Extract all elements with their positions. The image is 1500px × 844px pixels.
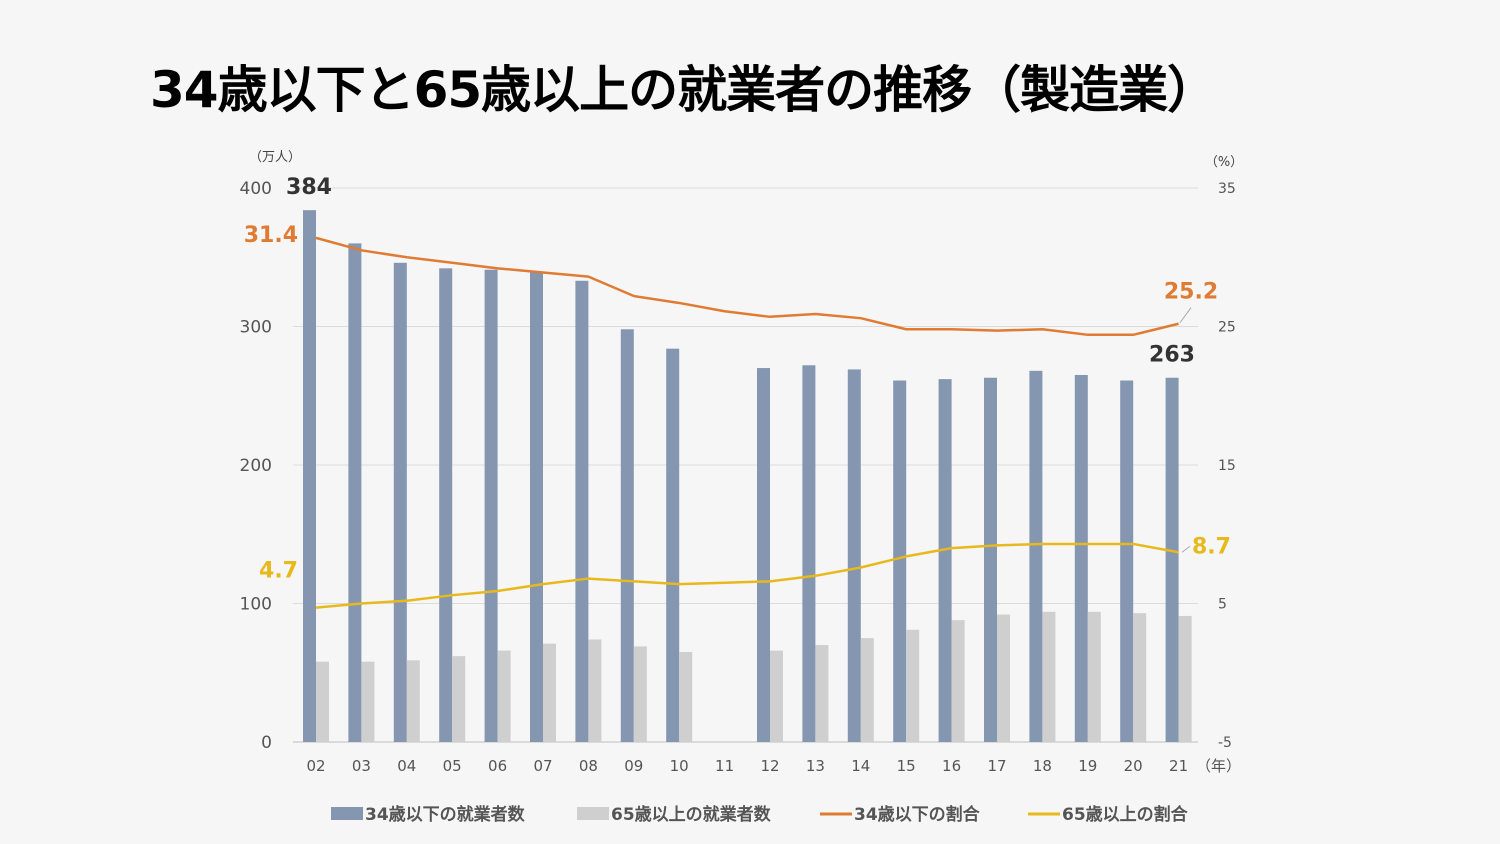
legend-label: 34歳以下の就業者数 [365, 804, 526, 825]
leader-line [1179, 307, 1192, 324]
bar-under34 [1029, 370, 1043, 742]
chart-title: 34歳以下と65歳以上の就業者の推移（製造業） [150, 61, 1217, 119]
legend-swatch [577, 807, 609, 820]
line-under34-ratio [315, 236, 1179, 337]
x-unit-label: （年） [1196, 757, 1241, 775]
x-tick-label: 21 [1169, 757, 1188, 775]
x-tick-label: 04 [397, 757, 416, 775]
bar-under34 [666, 348, 680, 742]
y-right-tick-label: 15 [1218, 458, 1236, 474]
bar-under34 [802, 365, 816, 742]
bar-under34 [938, 379, 952, 742]
bar-over65 [452, 656, 466, 742]
x-tick-label: 12 [760, 757, 779, 775]
x-tick-label: 14 [851, 757, 870, 775]
bar-over65 [1178, 615, 1192, 742]
lines [315, 236, 1179, 609]
bar-over65 [1042, 611, 1056, 742]
x-tick-label: 13 [806, 757, 825, 775]
bar-under34 [439, 268, 453, 742]
data-label: 4.7 [259, 559, 298, 584]
y-left-tick-label: 200 [240, 456, 272, 476]
x-tick-label: 07 [533, 757, 552, 775]
bar-over65 [815, 645, 829, 742]
bar-over65 [633, 646, 647, 742]
bar-over65 [679, 651, 693, 742]
bar-under34 [1120, 380, 1134, 742]
bar-under34 [484, 269, 498, 742]
bar-under34 [303, 210, 316, 742]
x-tick-label: 17 [987, 757, 1006, 775]
bar-under34 [620, 329, 634, 742]
data-label: 8.7 [1192, 534, 1231, 559]
legend-label: 65歳以上の割合 [1062, 804, 1189, 825]
x-tick-label: 10 [670, 757, 689, 775]
bar-under34 [530, 272, 543, 742]
bar-over65 [497, 650, 511, 742]
x-tick-label: 20 [1124, 757, 1143, 775]
y-right-tick-label: 35 [1218, 181, 1236, 197]
data-label: 25.2 [1164, 280, 1218, 305]
y-left-tick-label: 400 [240, 179, 272, 199]
bar-under34 [393, 262, 407, 742]
bar-over65 [860, 638, 874, 742]
x-tick-label: 08 [579, 757, 598, 775]
y-right-tick-label: 25 [1218, 320, 1236, 336]
bar-under34 [893, 380, 907, 742]
bar-over65 [406, 660, 420, 742]
legend-swatch [331, 807, 363, 820]
bar-over65 [770, 650, 783, 742]
x-tick-label: 15 [897, 757, 916, 775]
data-label: 263 [1149, 343, 1195, 368]
bar-under34 [1165, 377, 1179, 742]
bar-over65 [951, 620, 965, 742]
bar-under34 [984, 377, 997, 742]
y-left-unit: （万人） [249, 150, 301, 165]
legend-label: 65歳以上の就業者数 [611, 804, 772, 825]
data-labels: 384 263 31.4 25.2 4.7 8.7 [244, 175, 1231, 583]
x-tick-label: 19 [1078, 757, 1097, 775]
y-left-tick-label: 300 [240, 318, 272, 338]
grid [293, 187, 1198, 743]
x-tick-label: 06 [488, 757, 507, 775]
bar-under34 [348, 243, 362, 742]
bar-over65 [543, 643, 556, 742]
bar-under34 [847, 369, 861, 742]
x-tick-label: 18 [1033, 757, 1052, 775]
x-tick-label: 03 [352, 757, 371, 775]
data-label: 384 [286, 175, 332, 200]
y-right-tick-label: 5 [1218, 597, 1227, 613]
x-tick-label: 11 [715, 757, 734, 775]
bar-over65 [361, 661, 375, 742]
legend-label: 34歳以下の割合 [854, 804, 981, 825]
axes: 0 100 200 300 400 -5 5 15 25 35 （万人） （%） 02 03 04 05 06 0… [240, 150, 1244, 775]
legend: 34歳以下の就業者数 65歳以上の就業者数 34歳以下の割合 65歳以上の割合 [331, 804, 1189, 825]
x-tick-label: 16 [942, 757, 961, 775]
y-left-tick-label: 100 [240, 595, 272, 615]
x-tick-label: 09 [624, 757, 643, 775]
bar-over65 [906, 629, 920, 742]
bar-over65 [588, 639, 602, 742]
bar-over65 [997, 614, 1010, 742]
y-right-unit: （%） [1205, 155, 1243, 170]
leader-line [1181, 545, 1191, 553]
x-tick-label: 05 [443, 757, 462, 775]
line-over65-ratio [315, 542, 1179, 609]
bar-over65 [1133, 613, 1147, 742]
bar-over65 [316, 661, 329, 742]
x-tick-label: 02 [306, 757, 325, 775]
bars [303, 210, 1192, 742]
bar-under34 [1074, 374, 1088, 742]
y-left-tick-label: 0 [261, 733, 272, 753]
bar-over65 [1087, 611, 1101, 742]
bar-under34 [575, 280, 589, 742]
bar-under34 [757, 368, 770, 742]
data-label: 31.4 [244, 223, 298, 248]
y-right-tick-label: -5 [1218, 735, 1232, 751]
